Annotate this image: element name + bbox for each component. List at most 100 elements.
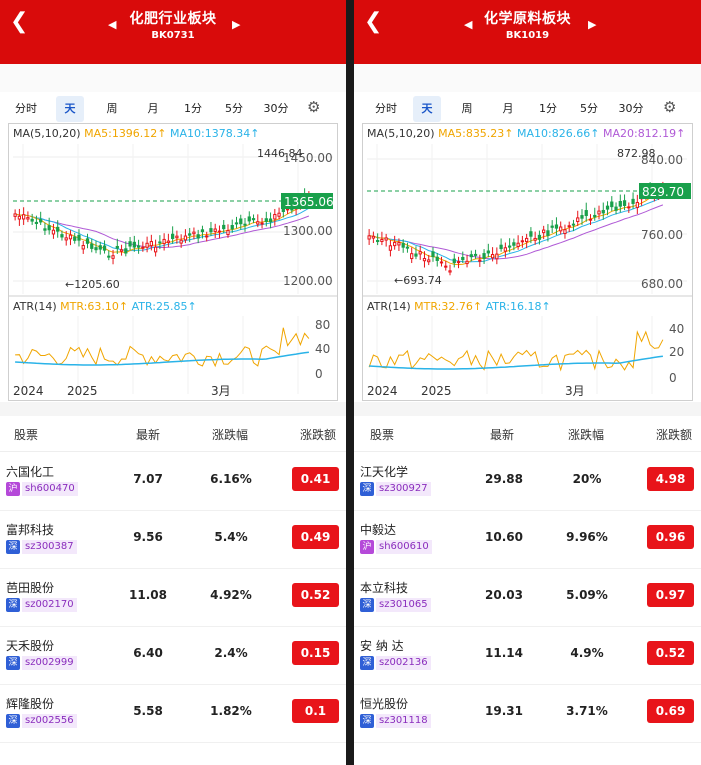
tab-30min[interactable]: 30分 xyxy=(263,102,289,115)
kline-svg: 1365.06 1450.00 1300.00 1200.00 1446.84 ←1205… xyxy=(9,144,337,398)
tab-month[interactable]: 月 xyxy=(147,102,159,115)
kline-chart[interactable]: 829.70 840.00 760.00 680.00 872.98 ←693.74 40 2… xyxy=(362,123,693,401)
candle-body xyxy=(452,258,456,264)
change-amount-badge[interactable]: 0.15 xyxy=(292,641,339,665)
change-amount-badge[interactable]: 0.41 xyxy=(292,467,339,491)
stock-row[interactable]: 恒光股份深 sz301118 19.31 3.71% 0.69 xyxy=(354,685,701,743)
candle-body xyxy=(571,223,576,226)
settings-gear-icon[interactable]: ⚙ xyxy=(307,98,321,116)
stock-row[interactable]: 中毅达沪 sh600610 10.60 9.96% 0.96 xyxy=(354,511,701,569)
stock-row[interactable]: 江天化学深 sz300927 29.88 20% 4.98 xyxy=(354,453,701,511)
ma-label: MA(5,10,20) xyxy=(13,127,81,140)
stock-row[interactable]: 辉隆股份深 sz002556 5.58 1.82% 0.1 xyxy=(0,685,346,743)
spacer xyxy=(0,64,346,92)
col-pct[interactable]: 涨跌幅 xyxy=(212,428,249,442)
stock-row[interactable]: 六国化工沪 sh600470 7.07 6.16% 0.41 xyxy=(0,453,346,511)
tab-1min[interactable]: 1分 xyxy=(184,102,202,115)
stock-row[interactable]: 天禾股份深 sz002999 6.40 2.4% 0.15 xyxy=(0,627,346,685)
col-last[interactable]: 最新 xyxy=(490,428,515,442)
candle-body xyxy=(179,239,183,244)
back-icon[interactable]: ❮ xyxy=(10,9,29,34)
left-panel: ❮ ◀ 化肥行业板块 BK0731 ▶ 分时 天 周 月 1分 5分 30分 ⚙… xyxy=(0,0,346,765)
y-tick-label: 840.00 xyxy=(641,153,683,167)
ma5-value: MA5:835.23↑ xyxy=(438,127,514,140)
candle-body xyxy=(614,206,618,211)
candle-body xyxy=(30,218,34,222)
tab-5min[interactable]: 5分 xyxy=(580,102,598,115)
ma10-value: MA10:1378.34↑ xyxy=(170,127,260,140)
change-amount-badge[interactable]: 0.69 xyxy=(647,699,694,723)
change-amount-badge[interactable]: 0.52 xyxy=(292,583,339,607)
candle-body xyxy=(533,237,537,241)
candle-body xyxy=(60,234,64,238)
settings-gear-icon[interactable]: ⚙ xyxy=(663,98,677,116)
prev-sector-icon[interactable]: ◀ xyxy=(464,18,473,31)
ma5-line xyxy=(369,190,664,266)
candle-body xyxy=(461,256,465,261)
candle-body xyxy=(431,251,435,258)
candle-body xyxy=(610,201,614,208)
col-stock[interactable]: 股票 xyxy=(14,428,39,442)
col-stock[interactable]: 股票 xyxy=(370,428,395,442)
change-amount-badge[interactable]: 0.1 xyxy=(292,699,339,723)
tab-week[interactable]: 周 xyxy=(106,102,118,115)
candle-body xyxy=(183,235,188,241)
candle-body xyxy=(490,254,495,259)
col-chg[interactable]: 涨跌额 xyxy=(300,428,337,442)
candle-body xyxy=(22,214,26,220)
col-last[interactable]: 最新 xyxy=(136,428,161,442)
tab-30min[interactable]: 30分 xyxy=(618,102,644,115)
stock-row[interactable]: 本立科技深 sz301065 20.03 5.09% 0.97 xyxy=(354,569,701,627)
tab-1min[interactable]: 1分 xyxy=(539,102,557,115)
change-amount-badge[interactable]: 0.97 xyxy=(647,583,694,607)
next-sector-icon[interactable]: ▶ xyxy=(588,18,597,31)
tab-day[interactable]: 天 xyxy=(413,96,441,122)
next-sector-icon[interactable]: ▶ xyxy=(232,18,241,31)
header: ❮ ◀ 化学原料板块 BK1019 ▶ xyxy=(354,0,701,64)
prev-sector-icon[interactable]: ◀ xyxy=(108,18,117,31)
market-badge: 深 xyxy=(360,656,374,670)
candle-body xyxy=(217,230,222,233)
candle-body xyxy=(427,259,431,263)
stock-name: 中毅达 xyxy=(360,523,397,537)
tab-5min[interactable]: 5分 xyxy=(225,102,243,115)
candle-body xyxy=(499,244,503,250)
stock-name: 天禾股份 xyxy=(6,639,55,653)
candle-body xyxy=(136,245,141,248)
change-pct: 2.4% xyxy=(214,646,248,660)
candle-body xyxy=(597,210,601,215)
tab-minute[interactable]: 分时 xyxy=(15,102,37,115)
change-amount-badge[interactable]: 0.52 xyxy=(647,641,694,665)
ma20-value: MA20:812.19↑ xyxy=(602,127,686,140)
candle-body xyxy=(277,212,281,217)
candle-body xyxy=(422,258,427,262)
change-amount-badge[interactable]: 0.96 xyxy=(647,525,694,549)
candle-body xyxy=(196,234,200,239)
stock-row[interactable]: 芭田股份深 sz002170 11.08 4.92% 0.52 xyxy=(0,569,346,627)
atr-tick-label: 40 xyxy=(315,342,330,356)
x-axis-label: 2024 xyxy=(13,384,44,398)
col-pct[interactable]: 涨跌幅 xyxy=(568,428,605,442)
col-chg[interactable]: 涨跌额 xyxy=(656,428,693,442)
kline-chart[interactable]: 1365.06 1450.00 1300.00 1200.00 1446.84 ←1205… xyxy=(8,123,338,401)
candle-body xyxy=(439,261,444,264)
tab-day[interactable]: 天 xyxy=(56,96,84,122)
ma-legend: MA(5,10,20) MA5:1396.12↑ MA10:1378.34↑ xyxy=(13,127,259,140)
candle-body xyxy=(141,246,145,249)
y-tick-label: 1300.00 xyxy=(283,224,333,238)
candle-body xyxy=(444,265,448,268)
tab-minute[interactable]: 分时 xyxy=(375,102,397,115)
tab-week[interactable]: 周 xyxy=(461,102,473,115)
back-icon[interactable]: ❮ xyxy=(364,9,383,34)
change-amount-badge[interactable]: 4.98 xyxy=(647,467,694,491)
sector-title: 化肥行业板块 xyxy=(129,11,217,27)
candle-body xyxy=(405,246,410,249)
candle-body xyxy=(376,240,380,243)
tab-month[interactable]: 月 xyxy=(502,102,514,115)
stock-row[interactable]: 安 纳 达深 sz002136 11.14 4.9% 0.52 xyxy=(354,627,701,685)
stock-row[interactable]: 富邦科技深 sz300387 9.56 5.4% 0.49 xyxy=(0,511,346,569)
change-amount-badge[interactable]: 0.49 xyxy=(292,525,339,549)
candle-body xyxy=(397,242,401,246)
atr-label: ATR(14) xyxy=(367,300,411,313)
candle-body xyxy=(260,222,264,225)
